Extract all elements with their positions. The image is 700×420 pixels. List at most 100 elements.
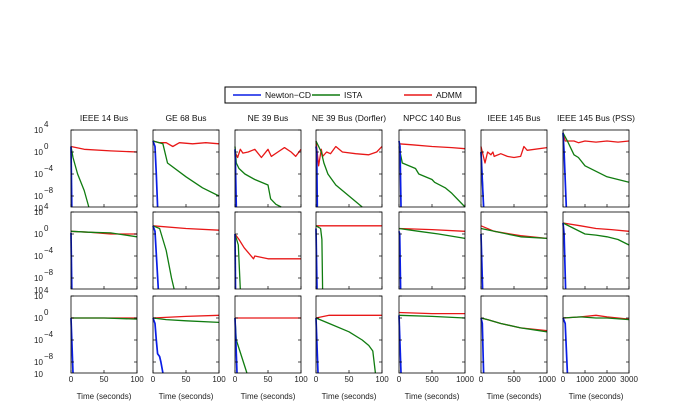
x-tick-label: 50 — [345, 375, 354, 384]
series-ista-r1-c7 — [562, 132, 630, 183]
series-admm-r1-c1 — [70, 145, 138, 153]
y-tick-label-exponent: −4 — [44, 330, 54, 339]
xlabel-col-6: Time (seconds) — [487, 392, 542, 401]
series-admm-r3-c4 — [315, 314, 382, 319]
series-admm-r1-c5 — [398, 143, 466, 150]
series-ista-r1-c2 — [152, 140, 220, 197]
x-tick-label: 50 — [182, 375, 191, 384]
x-tick-label: 0 — [397, 375, 402, 384]
xlabel-col-5: Time (seconds) — [405, 392, 460, 401]
legend-label-admm: ADMM — [436, 90, 462, 100]
series-ista-r1-c3 — [234, 146, 282, 208]
axes-frame — [315, 295, 383, 374]
series-admm-r2-c7 — [562, 222, 630, 232]
y-tick-label-exponent: −8 — [44, 268, 54, 277]
y-tick-label-exponent: 4 — [44, 286, 49, 295]
series-admm-r1-c3 — [234, 146, 302, 159]
y-tick-label-base: 10 — [34, 336, 43, 345]
col-title-ieee-145-pss: IEEE 145 Bus (PSS) — [557, 113, 635, 123]
x-tick-label: 500 — [425, 375, 439, 384]
panel-r1-c4 — [315, 129, 383, 208]
panel-r1-c5 — [398, 129, 466, 208]
series-ista-r2-c5 — [398, 227, 466, 240]
x-tick-label: 2000 — [598, 375, 616, 384]
x-tick-label: 3000 — [620, 375, 638, 384]
series-admm-r1-c4 — [315, 140, 383, 167]
panel-r2-c6 — [480, 211, 548, 290]
x-tick-label: 100 — [130, 375, 144, 384]
series-ista-r2-c6 — [480, 227, 548, 240]
series-newton-cd-r1-c6 — [480, 151, 485, 208]
y-tick-label-base: 10 — [34, 148, 43, 157]
xlabel-col-1: Time (seconds) — [77, 392, 132, 401]
x-tick-label: 100 — [212, 375, 226, 384]
y-tick-label-bottom: 10 — [34, 204, 43, 213]
series-admm-r3-c5 — [398, 311, 465, 315]
panel-r3-c5: 0 500 1000 — [397, 295, 474, 384]
series-ista-r2-c3 — [234, 233, 241, 290]
x-tick-label: 1000 — [538, 375, 556, 384]
x-tick-label: 0 — [151, 375, 156, 384]
legend-label-ista: ISTA — [344, 90, 363, 100]
axes-frame — [70, 211, 138, 290]
axes-frame — [480, 129, 548, 208]
panel-r3-c3: 0 50 100 — [233, 295, 308, 384]
x-tick-label: 50 — [100, 375, 109, 384]
axes-frame — [398, 295, 466, 374]
series-ista-r2-c7 — [562, 222, 630, 246]
y-tick-label-exponent: −4 — [44, 246, 54, 255]
axes-frame — [562, 211, 630, 290]
col-title-ieee-14: IEEE 14 Bus — [80, 113, 128, 123]
axes-frame — [152, 295, 220, 374]
series-ista-r2-c1 — [70, 230, 138, 238]
y-tick-label-exponent: 0 — [44, 308, 49, 317]
series-newton-cd-r3-c2 — [152, 317, 164, 374]
series-ista-r3-c1 — [71, 317, 138, 320]
col-title-ne-39: NE 39 Bus — [248, 113, 289, 123]
y-tick-label-base: 10 — [34, 230, 43, 239]
x-tick-label: 0 — [233, 375, 238, 384]
x-tick-label: 0 — [479, 375, 484, 384]
series-ista-r3-c2 — [152, 317, 220, 324]
panel-r3-c2: 0 50 100 — [151, 295, 226, 384]
series-ista-r2-c2 — [152, 225, 175, 290]
legend-box — [224, 86, 477, 104]
axes-frame — [480, 211, 548, 290]
x-tick-label: 50 — [264, 375, 273, 384]
series-ista-r3-c7 — [562, 316, 630, 321]
axes-frame — [70, 129, 138, 208]
x-tick-label: 0 — [314, 375, 319, 384]
panel-r2-c7 — [562, 211, 630, 290]
series-admm-r2-c3 — [234, 233, 301, 260]
panel-r1-c2 — [152, 129, 220, 208]
series-admm-r2-c2 — [152, 225, 220, 231]
series-newton-cd-r3-c6 — [480, 317, 485, 374]
axes-frame — [562, 129, 630, 208]
series-admm-r3-c2 — [152, 314, 220, 319]
axes-frame — [234, 211, 302, 290]
series-ista-r1-c1 — [70, 146, 90, 208]
y-tick-label-exponent: 0 — [44, 142, 49, 151]
panel-r2-c3 — [234, 211, 302, 290]
y-tick-label-exponent: 4 — [44, 202, 49, 211]
axes-frame — [480, 295, 548, 374]
y-tick-label-base: 10 — [34, 292, 43, 301]
panel-r3-c7: 0 1000 2000 3000 — [561, 295, 638, 384]
axes-frame — [234, 295, 302, 374]
axes-frame — [398, 129, 466, 208]
panel-r2-c2 — [152, 211, 220, 290]
y-tick-label-base: 10 — [34, 358, 43, 367]
axes-frame — [398, 211, 466, 290]
panel-r3-c6: 0 500 1000 — [479, 295, 556, 384]
series-admm-r1-c6 — [480, 145, 548, 164]
legend-label-newton-cd: Newton−CD — [265, 90, 311, 100]
y-tick-label-bottom: 10 — [34, 370, 43, 379]
series-newton-cd-r2-c2 — [152, 225, 160, 290]
series-newton-cd-r3-c7 — [562, 317, 569, 374]
series-ista-r3-c4 — [315, 317, 377, 374]
y-tick-label-base: 10 — [34, 208, 43, 217]
xlabel-col-3: Time (seconds) — [241, 392, 296, 401]
series-admm-r3-c6 — [480, 317, 548, 332]
